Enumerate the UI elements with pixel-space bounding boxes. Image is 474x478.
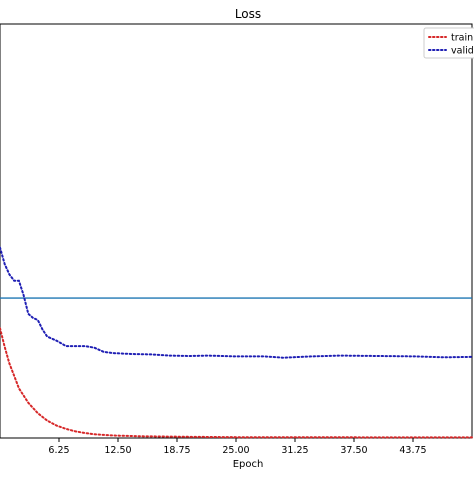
x-tick-label: 12.50 (104, 445, 131, 456)
x-tick-label: 37.50 (340, 445, 367, 456)
legend: train valid (423, 27, 474, 59)
plot-area: 6.25 12.50 18.75 25.00 31.25 37.50 43.75 (0, 23, 473, 456)
legend-label-train: train (451, 33, 473, 44)
x-tick-label: 6.25 (48, 445, 69, 456)
x-tick-label: 25.00 (222, 445, 249, 456)
plot-frame (0, 23, 473, 439)
x-tick-label: 43.75 (399, 445, 426, 456)
x-tick-label: 18.75 (163, 445, 190, 456)
x-tick-label: 31.25 (281, 445, 308, 456)
x-axis-label: Epoch (233, 459, 264, 470)
legend-label-valid: valid (451, 46, 474, 57)
chart-title: Loss (235, 7, 261, 21)
series-line-valid (0, 246, 473, 359)
series-line-train (0, 327, 473, 439)
